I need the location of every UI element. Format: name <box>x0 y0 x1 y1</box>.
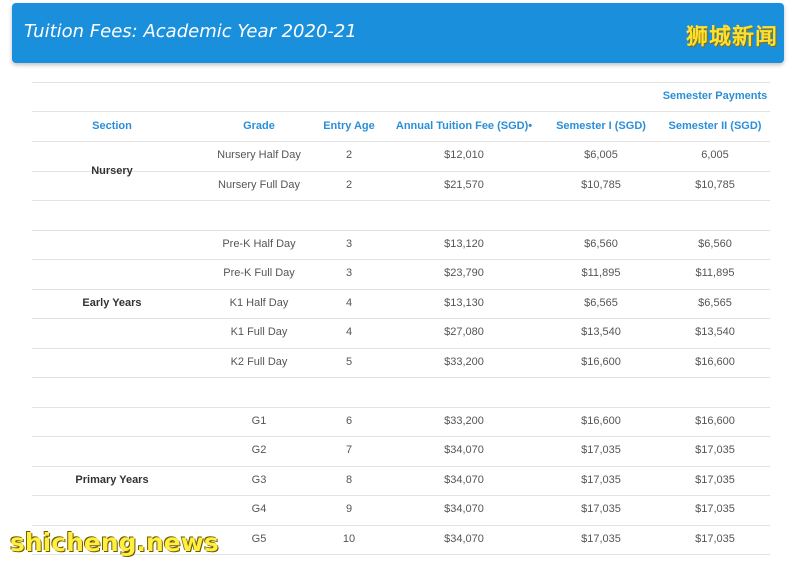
annual-fee-cell: $34,070 <box>444 473 484 486</box>
row-rule <box>32 259 770 260</box>
row-rule <box>32 554 770 555</box>
semester-2-cell: $6,565 <box>698 296 732 309</box>
semester-1-cell: $17,035 <box>581 444 621 456</box>
semester-1-cell: $6,565 <box>584 296 618 309</box>
entry-age-cell: 4 <box>345 326 353 338</box>
entry-age-cell: 9 <box>345 503 353 515</box>
row-rule <box>32 348 770 349</box>
site-watermark-bottom: shicheng.news <box>10 528 219 557</box>
grade-cell: Nursery Full Day <box>218 178 300 191</box>
entry-age-cell: 2 <box>345 178 353 191</box>
semester-2-cell: $16,600 <box>695 355 735 368</box>
entry-age-cell: 6 <box>345 414 353 427</box>
section-gap-rule <box>32 230 770 231</box>
semester-1-cell: $13,540 <box>581 326 621 338</box>
semester-1-cell: $10,785 <box>581 178 621 191</box>
grade-cell: G5 <box>251 532 267 545</box>
grade-cell: G3 <box>251 473 267 486</box>
grade-cell: K1 Full Day <box>230 326 288 338</box>
row-rule <box>32 377 770 378</box>
title-banner: Tuition Fees: Academic Year 2020-21 狮城新闻 <box>12 3 784 63</box>
section-label: Early Years <box>82 297 142 309</box>
annual-fee-cell: $21,570 <box>444 178 484 191</box>
section-gap-rule <box>32 407 770 408</box>
semester-1-cell: $6,005 <box>584 149 618 161</box>
row-rule <box>32 466 770 467</box>
semester-2-cell: $11,895 <box>695 267 735 279</box>
grade-cell: Pre-K Half Day <box>222 237 296 250</box>
page-title: Tuition Fees: Academic Year 2020-21 <box>24 21 357 42</box>
semester-2-cell: $10,785 <box>695 178 735 191</box>
column-header-grade: Grade <box>243 120 275 132</box>
semester-2-cell: 6,005 <box>701 149 729 161</box>
entry-age-cell: 7 <box>345 444 353 456</box>
semester-2-cell: $17,035 <box>695 503 735 515</box>
section-label: Nursery <box>91 165 133 177</box>
column-header-annual-fee: Annual Tuition Fee (SGD)• <box>395 120 533 132</box>
column-header-rule <box>32 141 770 142</box>
semester-payments-header: Semester Payments <box>662 90 768 102</box>
column-header-entry-age: Entry Age <box>323 120 375 132</box>
semester-2-cell: $17,035 <box>695 532 735 545</box>
entry-age-cell: 10 <box>342 532 356 545</box>
row-rule <box>32 525 770 526</box>
annual-fee-cell: $13,130 <box>444 296 484 309</box>
table-top-rule <box>32 82 770 83</box>
annual-fee-cell: $33,200 <box>444 355 484 368</box>
semester-1-cell: $17,035 <box>581 532 621 545</box>
entry-age-cell: 2 <box>345 149 353 161</box>
semester-2-cell: $17,035 <box>695 473 735 486</box>
semester-2-cell: $13,540 <box>695 326 735 338</box>
semester-1-cell: $11,895 <box>581 267 621 279</box>
grade-cell: Nursery Half Day <box>217 149 301 161</box>
annual-fee-cell: $34,070 <box>444 444 484 456</box>
row-rule <box>32 318 770 319</box>
semester-1-cell: $17,035 <box>581 503 621 515</box>
semester-2-cell: $17,035 <box>695 444 735 456</box>
semester-1-cell: $6,560 <box>584 237 618 250</box>
annual-fee-cell: $23,790 <box>444 267 484 279</box>
annual-fee-cell: $33,200 <box>444 414 484 427</box>
grade-cell: Pre-K Full Day <box>223 267 295 279</box>
row-rule <box>32 171 770 172</box>
row-rule <box>32 436 770 437</box>
annual-fee-cell: $27,080 <box>444 326 484 338</box>
semester-1-cell: $16,600 <box>581 414 621 427</box>
entry-age-cell: 4 <box>345 296 353 309</box>
annual-fee-cell: $34,070 <box>444 532 484 545</box>
grade-cell: G1 <box>251 414 267 427</box>
semester-2-cell: $6,560 <box>698 237 732 250</box>
annual-fee-cell: $13,120 <box>444 237 484 250</box>
column-header-semester-2: Semester II (SGD) <box>668 120 762 132</box>
section-label: Primary Years <box>75 474 149 486</box>
row-rule <box>32 289 770 290</box>
site-watermark-top: 狮城新闻 <box>685 25 778 50</box>
semester-1-cell: $16,600 <box>581 355 621 368</box>
entry-age-cell: 3 <box>345 237 353 250</box>
grade-cell: G2 <box>251 444 267 456</box>
annual-fee-cell: $34,070 <box>444 503 484 515</box>
entry-age-cell: 8 <box>345 473 353 486</box>
column-header-semester-1: Semester I (SGD) <box>556 120 646 132</box>
row-rule <box>32 495 770 496</box>
entry-age-cell: 5 <box>345 355 353 368</box>
semester-1-cell: $17,035 <box>581 473 621 486</box>
row-rule <box>32 200 770 201</box>
entry-age-cell: 3 <box>345 267 353 279</box>
annual-fee-cell: $12,010 <box>444 149 484 161</box>
semester-2-cell: $16,600 <box>695 414 735 427</box>
grade-cell: K2 Full Day <box>230 355 288 368</box>
column-header-section: Section <box>92 120 132 132</box>
header-rule <box>32 111 770 112</box>
grade-cell: K1 Half Day <box>229 296 289 309</box>
grade-cell: G4 <box>251 503 267 515</box>
